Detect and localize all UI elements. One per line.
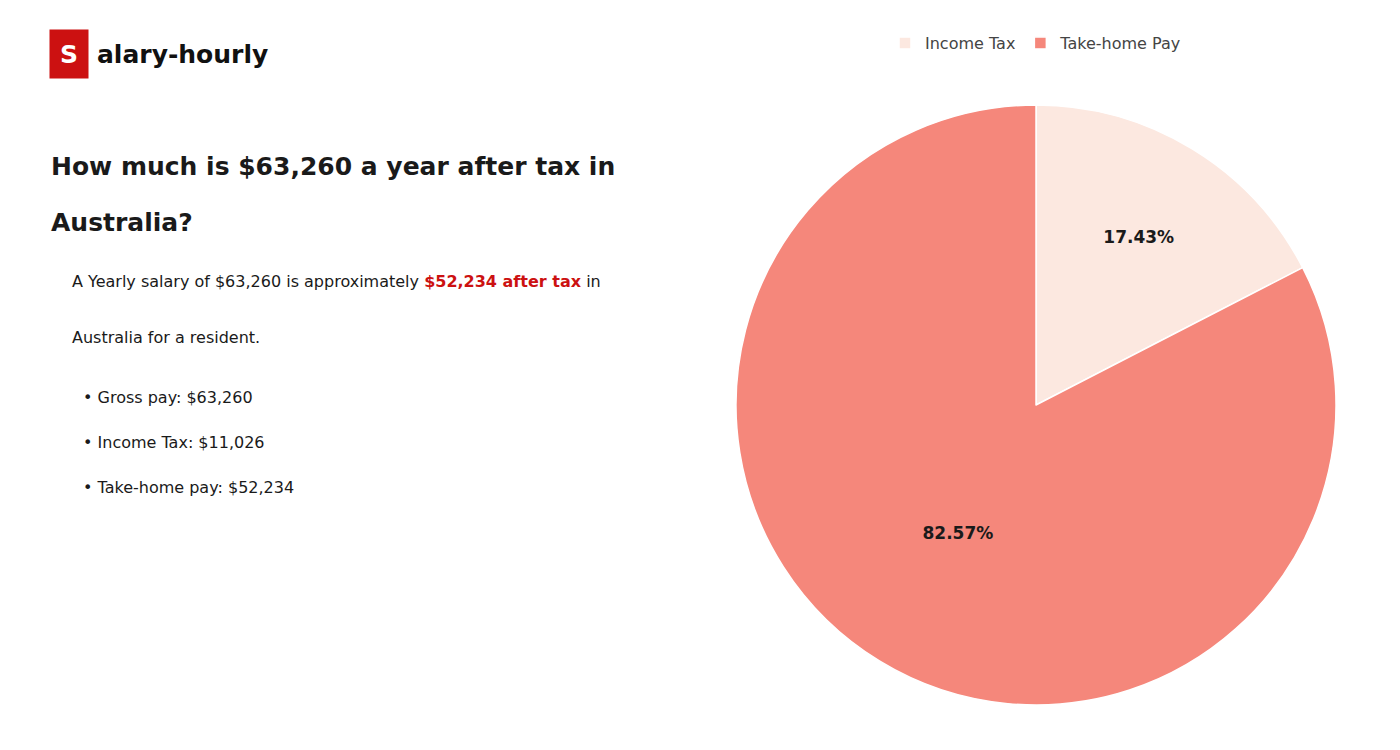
- svg-text:• Income Tax: $11,026: • Income Tax: $11,026: [83, 433, 265, 452]
- svg-text:S: S: [60, 40, 78, 69]
- svg-text:• Gross pay: $63,260: • Gross pay: $63,260: [83, 388, 253, 407]
- svg-text:How much is $63,260 a year aft: How much is $63,260 a year after tax in: [51, 152, 615, 181]
- svg-text:Australia for a resident.: Australia for a resident.: [72, 328, 260, 347]
- svg-text:82.57%: 82.57%: [923, 523, 994, 543]
- svg-text:A Yearly salary of $63,260 is: A Yearly salary of $63,260 is approximat…: [72, 272, 601, 291]
- svg-text:Income Tax: Income Tax: [925, 34, 1015, 53]
- svg-text:Take-home Pay: Take-home Pay: [1059, 34, 1180, 53]
- svg-text:alary-hourly: alary-hourly: [97, 40, 268, 69]
- svg-text:17.43%: 17.43%: [1103, 227, 1174, 247]
- svg-text:Australia?: Australia?: [51, 208, 193, 237]
- svg-text:• Take-home pay: $52,234: • Take-home pay: $52,234: [83, 478, 294, 497]
